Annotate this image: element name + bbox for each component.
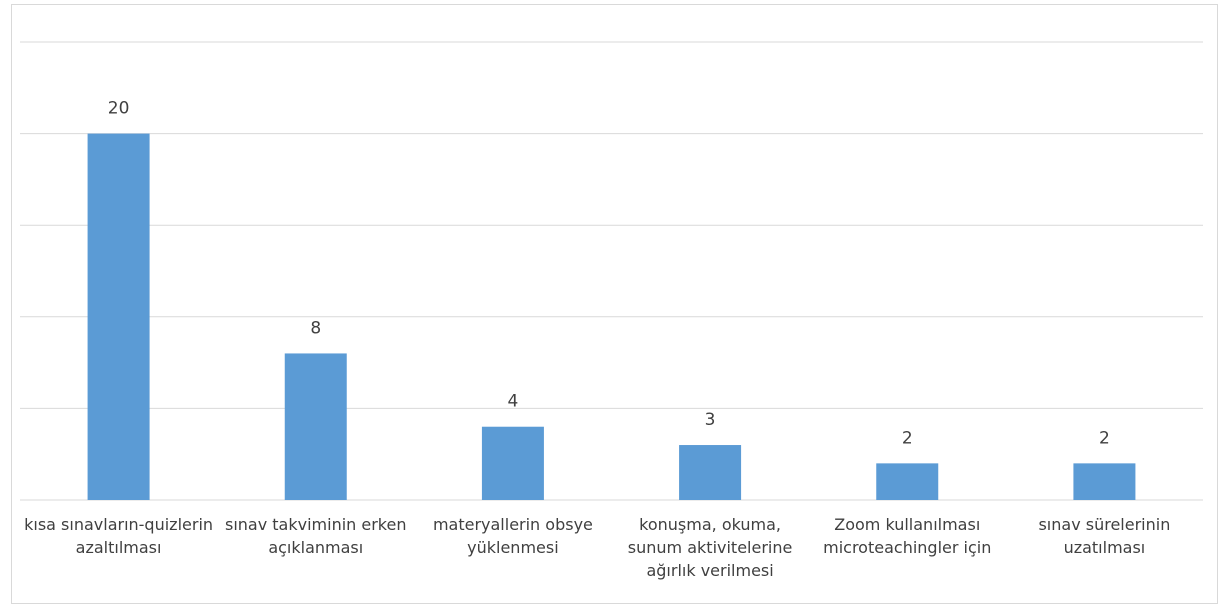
x-tick-label: Zoom kullanılması microteachingler için xyxy=(823,515,992,557)
data-label: 2 xyxy=(902,428,913,448)
x-tick-label: sınav takviminin erken açıklanması xyxy=(225,515,407,557)
data-label: 20 xyxy=(108,99,130,119)
bar xyxy=(87,133,150,500)
x-tick-label: materyallerin obsye yüklenmesi xyxy=(432,515,593,557)
data-label: 3 xyxy=(705,410,716,430)
chart-border xyxy=(11,4,1218,604)
bar xyxy=(481,426,544,500)
bar xyxy=(876,463,939,500)
bar xyxy=(1073,463,1136,500)
data-label: 4 xyxy=(508,392,519,412)
x-tick-label: sınav sürelerinin uzatılması xyxy=(1038,515,1171,557)
bar xyxy=(284,353,347,500)
data-label: 8 xyxy=(310,318,321,338)
x-tick-label: kısa sınavların-quizlerin azaltılması xyxy=(24,515,214,557)
bar xyxy=(679,445,742,500)
x-tick-label: konuşma, okuma, sunum aktivitelerine ağı… xyxy=(627,515,793,580)
data-label: 2 xyxy=(1099,428,1110,448)
